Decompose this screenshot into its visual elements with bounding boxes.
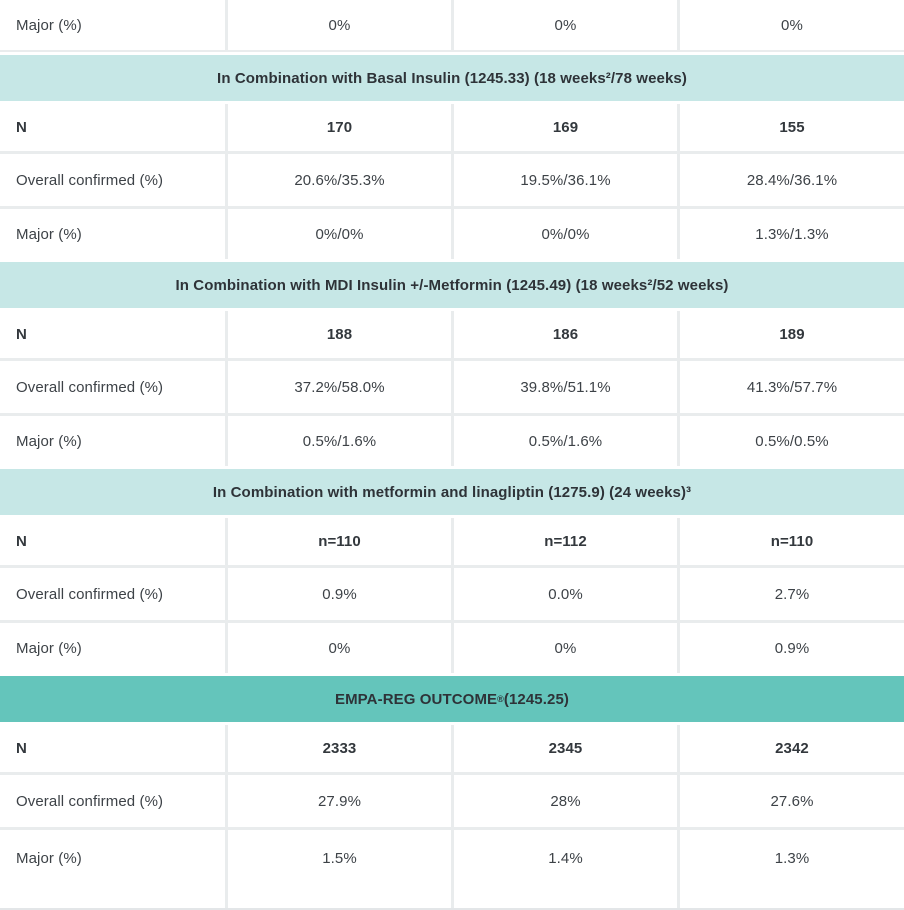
cell-value: 28% — [451, 775, 677, 827]
table-row-major: Major (%) 0%/0% 0%/0% 1.3%/1.3% — [0, 206, 904, 259]
row-label: Overall confirmed (%) — [0, 361, 225, 413]
cell-value: 0% — [677, 0, 904, 50]
cell-value: 1.4% — [451, 830, 677, 908]
table-row-major-partial: Major (%) 0% 0% 0% — [0, 0, 904, 52]
cell-value: n=110 — [677, 518, 904, 565]
row-label: Major (%) — [0, 623, 225, 673]
section-header-mdi-insulin: In Combination with MDI Insulin +/-Metfo… — [0, 262, 904, 308]
cell-value: 2345 — [451, 725, 677, 772]
cell-value: 0.9% — [677, 623, 904, 673]
cell-value: 155 — [677, 104, 904, 151]
row-label: Major (%) — [0, 0, 225, 50]
cell-value: 41.3%/57.7% — [677, 361, 904, 413]
cell-value: 0%/0% — [225, 209, 451, 259]
section-header-text: EMPA-REG OUTCOME — [334, 690, 498, 708]
row-label: Major (%) — [0, 209, 225, 259]
cell-value: 0%/0% — [451, 209, 677, 259]
table-row-major: Major (%) 1.5% 1.4% 1.3% — [0, 827, 904, 910]
table-row-overall-confirmed: Overall confirmed (%) 20.6%/35.3% 19.5%/… — [0, 151, 904, 206]
cell-value: 1.3% — [677, 830, 904, 908]
cell-value: 0% — [225, 0, 451, 50]
table-row-major: Major (%) 0.5%/1.6% 0.5%/1.6% 0.5%/0.5% — [0, 413, 904, 466]
table-row-n: N n=110 n=112 n=110 — [0, 518, 904, 565]
section-header-text: (1245.25) — [503, 690, 569, 708]
cell-value: 189 — [677, 311, 904, 358]
row-label: N — [0, 311, 225, 358]
cell-value: 186 — [451, 311, 677, 358]
cell-value: 27.6% — [677, 775, 904, 827]
cell-value: 1.5% — [225, 830, 451, 908]
cell-value: n=110 — [225, 518, 451, 565]
table-row-major: Major (%) 0% 0% 0.9% — [0, 620, 904, 673]
cell-value: 169 — [451, 104, 677, 151]
table-row-n: N 2333 2345 2342 — [0, 725, 904, 772]
cell-value: 1.3%/1.3% — [677, 209, 904, 259]
section-header-empa-reg-outcome: EMPA-REG OUTCOME ® (1245.25) — [0, 676, 904, 722]
row-label: N — [0, 725, 225, 772]
cell-value: 0.5%/1.6% — [225, 416, 451, 466]
cell-value: 28.4%/36.1% — [677, 154, 904, 206]
cell-value: 39.8%/51.1% — [451, 361, 677, 413]
cell-value: 2333 — [225, 725, 451, 772]
cell-value: 0.5%/1.6% — [451, 416, 677, 466]
table-row-n: N 170 169 155 — [0, 104, 904, 151]
table-row-n: N 188 186 189 — [0, 311, 904, 358]
row-label: N — [0, 518, 225, 565]
cell-value: 2.7% — [677, 568, 904, 620]
cell-value: 0% — [451, 623, 677, 673]
cell-value: 19.5%/36.1% — [451, 154, 677, 206]
table-row-overall-confirmed: Overall confirmed (%) 27.9% 28% 27.6% — [0, 772, 904, 827]
cell-value: 0.5%/0.5% — [677, 416, 904, 466]
row-label: Major (%) — [0, 416, 225, 466]
row-label: Overall confirmed (%) — [0, 568, 225, 620]
table-row-overall-confirmed: Overall confirmed (%) 0.9% 0.0% 2.7% — [0, 565, 904, 620]
row-label: Overall confirmed (%) — [0, 154, 225, 206]
cell-value: 0.0% — [451, 568, 677, 620]
cell-value: 27.9% — [225, 775, 451, 827]
cell-value: 170 — [225, 104, 451, 151]
cell-value: 20.6%/35.3% — [225, 154, 451, 206]
section-header-metformin-linagliptin: In Combination with metformin and linagl… — [0, 469, 904, 515]
row-label: Major (%) — [0, 830, 225, 908]
cell-value: 0.9% — [225, 568, 451, 620]
cell-value: 0% — [451, 0, 677, 50]
cell-value: 188 — [225, 311, 451, 358]
section-header-basal-insulin: In Combination with Basal Insulin (1245.… — [0, 55, 904, 101]
cell-value: 0% — [225, 623, 451, 673]
cell-value: n=112 — [451, 518, 677, 565]
table-row-overall-confirmed: Overall confirmed (%) 37.2%/58.0% 39.8%/… — [0, 358, 904, 413]
cell-value: 2342 — [677, 725, 904, 772]
row-label: N — [0, 104, 225, 151]
row-label: Overall confirmed (%) — [0, 775, 225, 827]
cell-value: 37.2%/58.0% — [225, 361, 451, 413]
